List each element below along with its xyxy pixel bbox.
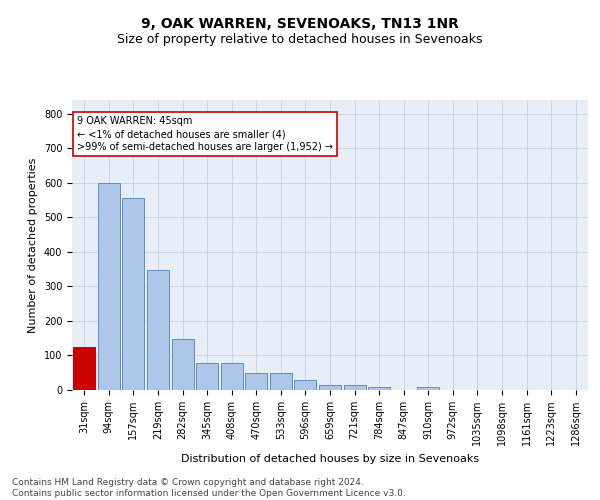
Bar [147,270,169,390]
Bar [245,372,268,390]
Bar [98,183,120,390]
Text: Size of property relative to detached houses in Sevenoaks: Size of property relative to detached ho… [117,32,483,46]
Bar [122,198,145,390]
Bar [270,372,292,390]
Bar [196,363,218,390]
Bar [221,363,243,390]
Bar [417,387,439,390]
Y-axis label: Number of detached properties: Number of detached properties [28,158,38,332]
Bar [172,339,194,390]
Text: Contains HM Land Registry data © Crown copyright and database right 2024.
Contai: Contains HM Land Registry data © Crown c… [12,478,406,498]
Bar [344,385,365,390]
Bar [319,385,341,390]
Text: 9 OAK WARREN: 45sqm
← <1% of detached houses are smaller (4)
>99% of semi-detach: 9 OAK WARREN: 45sqm ← <1% of detached ho… [77,116,333,152]
Bar [73,347,95,390]
Bar [295,380,316,390]
X-axis label: Distribution of detached houses by size in Sevenoaks: Distribution of detached houses by size … [181,454,479,464]
Bar [368,386,390,390]
Text: 9, OAK WARREN, SEVENOAKS, TN13 1NR: 9, OAK WARREN, SEVENOAKS, TN13 1NR [141,18,459,32]
